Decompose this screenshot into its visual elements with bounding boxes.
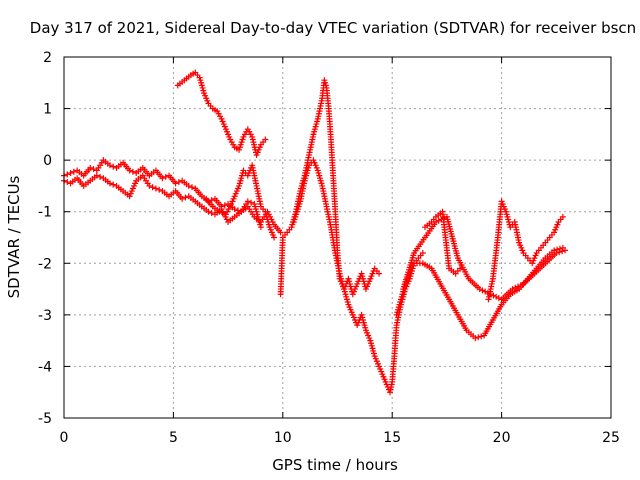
data-point [479,287,486,294]
x-tick-label: 5 [169,430,178,446]
data-point [129,168,136,175]
data-points [61,69,569,396]
data-point [156,186,163,193]
data-point [159,175,166,182]
data-point [490,292,497,299]
data-point [472,335,479,342]
y-tick-label: 2 [43,50,52,66]
data-point [172,180,179,187]
data-point [231,206,238,213]
data-point [271,234,278,241]
data-point [90,166,97,173]
y-tick-label: -3 [38,308,52,324]
data-point [277,229,284,236]
data-point [257,224,264,231]
data-point [205,208,212,215]
data-point [559,213,566,220]
data-point [553,249,560,256]
data-point [106,162,113,169]
data-point [556,249,563,256]
x-tick-label: 10 [274,430,292,446]
y-tick-label: -5 [38,411,52,427]
data-point [64,179,71,186]
data-point [244,198,251,205]
data-point [562,247,569,254]
data-point [221,202,228,209]
data-point [493,293,500,300]
data-point [162,173,169,180]
x-tick-label: 20 [493,430,511,446]
data-point [152,185,159,192]
y-tick-label: 1 [43,102,52,118]
data-point [182,194,189,201]
data-point [476,286,483,293]
data-point [110,163,117,170]
data-point [376,270,383,277]
data-point [435,217,442,224]
data-point [559,248,566,255]
x-tick-label: 25 [602,430,620,446]
data-point [517,282,524,289]
data-point [509,286,516,293]
data-point [93,172,100,179]
data-point [70,168,77,175]
data-point [87,164,94,171]
y-tick-label: -2 [38,256,52,272]
data-point [457,265,464,272]
x-tick-label: 0 [60,430,69,446]
data-point [64,171,71,178]
data-point [175,179,182,186]
data-point [262,136,269,143]
data-point [179,195,186,202]
data-point [110,181,117,188]
data-point [219,210,226,217]
data-point [67,170,74,177]
x-tick-label: 15 [383,430,401,446]
data-point [512,284,519,291]
data-point [97,173,104,180]
data-point [234,207,241,214]
data-point [216,208,223,215]
y-tick-label: -4 [38,359,52,375]
data-point [475,334,482,341]
data-point [208,210,215,217]
data-point [185,182,192,189]
data-point [515,283,522,290]
data-point [419,249,426,256]
x-axis-label: GPS time / hours [272,456,398,474]
y-tick-label: 0 [43,153,52,169]
data-point [149,184,156,191]
y-tick-label: -1 [38,205,52,221]
data-point [126,167,133,174]
plot-frame [63,56,612,419]
data-point [248,199,255,206]
data-point [478,333,485,340]
chart-title: Day 317 of 2021, Sidereal Day-to-day VTE… [30,19,636,37]
y-axis-label: SDTVAR / TECUs [5,175,23,298]
data-point [106,180,113,187]
data-point [146,182,153,189]
data-point [188,184,195,191]
grid-lines [64,57,611,418]
